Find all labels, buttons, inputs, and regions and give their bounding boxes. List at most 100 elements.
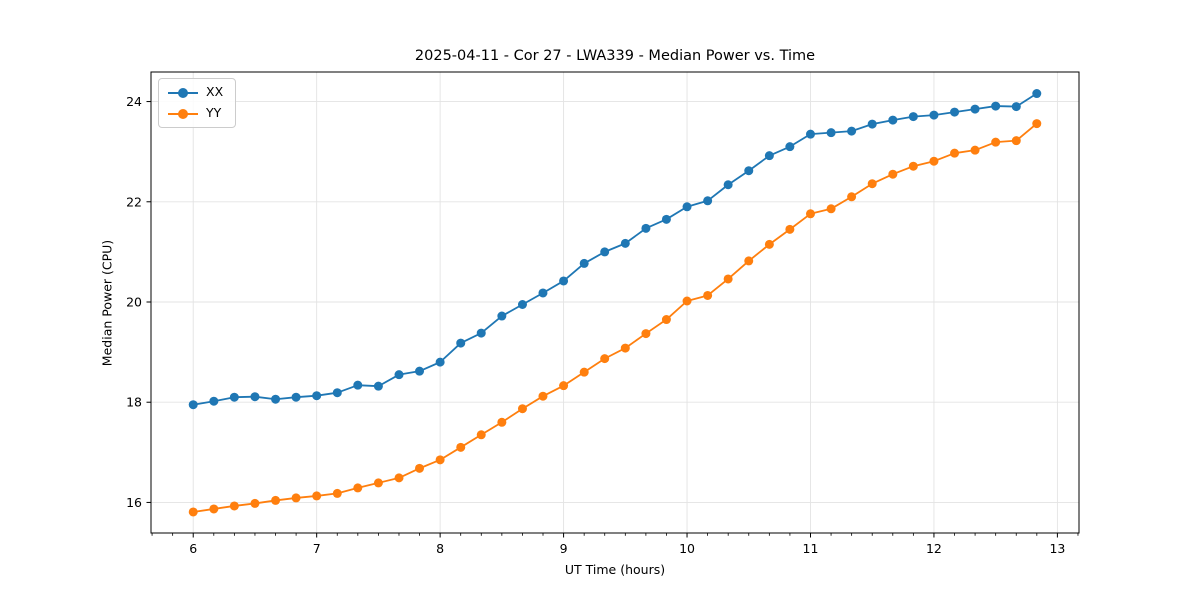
series-XX-marker <box>620 238 630 248</box>
series-XX-marker <box>373 381 383 391</box>
x-axis-label: UT Time (hours) <box>564 562 666 577</box>
legend-item-xx: XX <box>168 83 223 102</box>
series-YY-marker <box>847 192 857 202</box>
series-XX-marker <box>332 388 342 398</box>
series-XX-marker <box>497 311 507 321</box>
series-YY-marker <box>867 179 877 189</box>
series-XX-marker <box>209 396 219 406</box>
series-YY-marker <box>908 161 918 171</box>
series-YY-marker <box>641 329 651 339</box>
series-XX-marker <box>826 128 836 138</box>
series-YY-marker <box>353 483 363 493</box>
series-YY-marker <box>600 354 610 364</box>
series-XX-marker <box>723 180 733 190</box>
y-tick-label: 18 <box>126 395 142 410</box>
x-tick-label: 10 <box>679 541 695 556</box>
series-XX-marker <box>908 112 918 122</box>
series-XX-marker <box>682 202 692 212</box>
series-YY-marker <box>764 239 774 249</box>
series-XX-marker <box>703 196 713 206</box>
series-XX-marker <box>517 300 527 310</box>
series-YY-marker <box>188 507 198 517</box>
series-XX-marker <box>435 357 445 367</box>
series-YY-marker <box>209 504 219 514</box>
series-YY-marker <box>805 209 815 219</box>
series-XX-marker <box>805 129 815 139</box>
series-YY-marker <box>929 156 939 166</box>
series-XX-marker <box>929 110 939 120</box>
series-YY-marker <box>415 463 425 473</box>
series-XX-marker <box>394 370 404 380</box>
series-XX-marker <box>415 366 425 376</box>
series-YY-marker <box>394 473 404 483</box>
line-marker-icon <box>168 87 198 98</box>
series-YY-marker <box>1032 119 1042 129</box>
series-YY-marker <box>373 478 383 488</box>
series-XX-marker <box>950 107 960 117</box>
series-XX-marker <box>229 392 239 402</box>
series-YY-line <box>193 122 1038 513</box>
series-YY-marker <box>1011 136 1021 146</box>
series-XX-marker <box>291 392 301 402</box>
series-YY-marker <box>991 137 1001 147</box>
x-tick-label: 13 <box>1049 541 1065 556</box>
series-XX-marker <box>1011 102 1021 112</box>
series-YY-marker <box>682 296 692 306</box>
series-YY-marker <box>332 488 342 498</box>
series-YY-marker <box>950 148 960 158</box>
series-YY-marker <box>476 430 486 440</box>
legend-label-xx: XX <box>206 84 224 100</box>
series-YY-marker <box>291 493 301 503</box>
series-XX-marker <box>641 223 651 233</box>
line-marker-icon <box>168 108 198 119</box>
x-tick-label: 12 <box>926 541 942 556</box>
x-tick-label: 9 <box>560 541 568 556</box>
y-axis-label: Median Power (CPU) <box>99 239 115 367</box>
y-tick-label: 20 <box>126 294 142 309</box>
series-XX-marker <box>661 214 671 224</box>
series-YY-marker <box>661 315 671 325</box>
series-YY-marker <box>826 204 836 214</box>
series-XX-marker <box>579 258 589 268</box>
series-YY-marker <box>888 169 898 179</box>
series-YY-marker <box>620 343 630 353</box>
y-tick-label: 24 <box>126 94 142 109</box>
x-tick-label: 6 <box>189 541 197 556</box>
series-YY-marker <box>579 367 589 377</box>
series-YY-marker <box>250 498 260 508</box>
series-YY-marker <box>517 404 527 414</box>
series-XX-marker <box>456 338 466 348</box>
series-YY-marker <box>538 391 548 401</box>
series-XX-marker <box>785 142 795 152</box>
legend-label-yy: YY <box>206 105 222 121</box>
x-tick-label: 8 <box>436 541 444 556</box>
series-YY-marker <box>559 381 569 391</box>
series-YY-marker <box>271 495 281 505</box>
series-XX-marker <box>538 288 548 298</box>
chart-title: 2025-04-11 - Cor 27 - LWA339 - Median Po… <box>414 48 816 64</box>
series-XX-marker <box>188 400 198 410</box>
series-XX-marker <box>991 101 1001 111</box>
series-XX-marker <box>867 119 877 129</box>
series-XX-marker <box>888 115 898 125</box>
plot-border <box>150 71 1080 534</box>
series-XX-marker <box>312 391 322 401</box>
y-tick-label: 22 <box>126 194 142 209</box>
series-XX-marker <box>847 126 857 136</box>
series-YY-marker <box>785 224 795 234</box>
series-XX-marker <box>353 380 363 390</box>
series-XX-marker <box>250 392 260 402</box>
x-tick-label: 7 <box>313 541 321 556</box>
series-XX-line <box>193 92 1038 406</box>
series-YY-marker <box>703 290 713 300</box>
series-XX-marker <box>600 247 610 257</box>
series-XX-marker <box>476 328 486 338</box>
series-YY-marker <box>456 442 466 452</box>
series-YY-marker <box>435 455 445 465</box>
series-YY-marker <box>497 417 507 427</box>
series-XX-marker <box>271 394 281 404</box>
series-XX-marker <box>744 166 754 176</box>
series-XX-marker <box>559 276 569 286</box>
